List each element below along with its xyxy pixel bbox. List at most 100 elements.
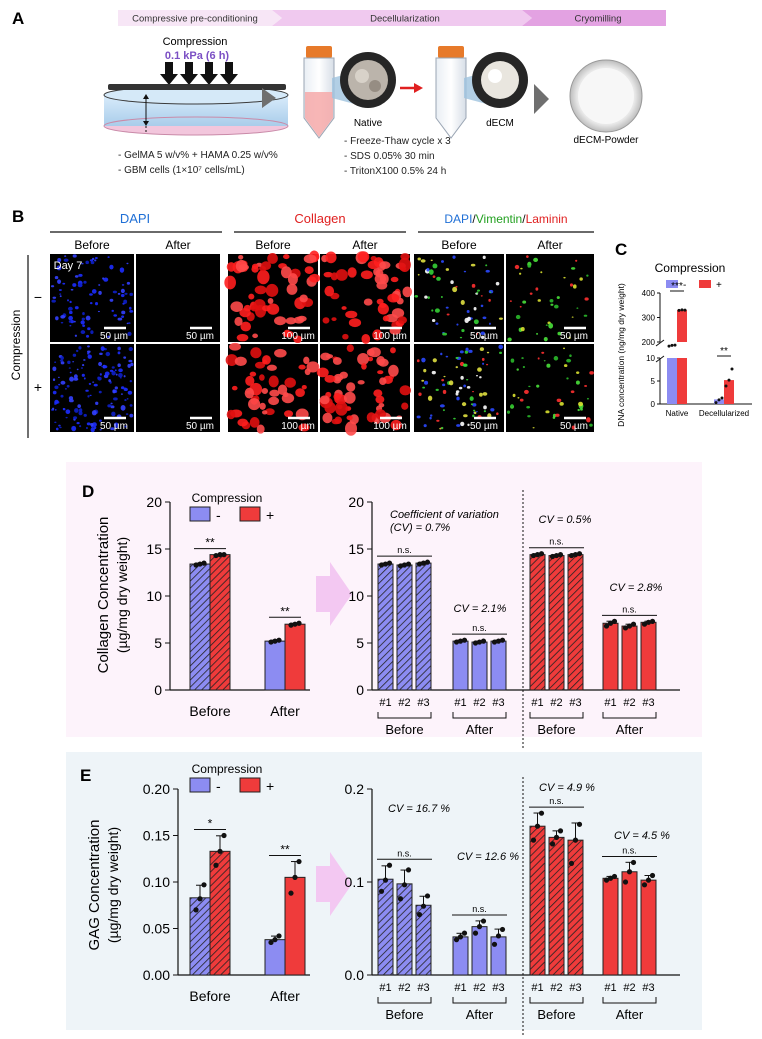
cell-dot: [390, 276, 399, 283]
cell-dot: [576, 371, 580, 374]
cell-dot: [589, 423, 593, 427]
cell-dot: [262, 305, 271, 312]
cell-dot: [98, 361, 103, 367]
cell-dot: [378, 358, 389, 367]
cell-dot: [50, 285, 55, 288]
right-group-bracket: [377, 712, 432, 719]
cell-dot: [482, 392, 488, 396]
c-bar: [714, 399, 724, 404]
cell-dot: [472, 414, 475, 418]
cell-dot: [129, 404, 133, 407]
cell-dot: [98, 290, 102, 295]
decm-label: dECM: [486, 118, 514, 129]
right-bar-hatch: [549, 837, 564, 975]
left-ytick-label: 0.05: [143, 921, 170, 937]
cell-dot: [461, 402, 467, 407]
cell-dot: [455, 285, 458, 288]
right-point: [607, 620, 614, 626]
cell-dot: [59, 426, 62, 429]
right-group-label: Before: [385, 1007, 423, 1022]
scale-bar-label: 50 µm: [560, 331, 588, 342]
cell-dot: [341, 306, 347, 310]
cell-dot: [262, 359, 268, 365]
right-point: [622, 625, 629, 631]
right-point: [386, 560, 393, 566]
cell-dot: [282, 330, 294, 338]
cell-dot: [267, 253, 278, 264]
cell-dot: [117, 346, 121, 351]
cell-dot: [324, 401, 336, 414]
left-point: [193, 562, 199, 568]
row-axis-label: Compression: [9, 310, 23, 381]
cell-dot: [76, 368, 79, 371]
cell-dot: [123, 387, 128, 392]
right-point: [378, 888, 385, 894]
cell-dot: [55, 427, 59, 431]
cell-dot: [536, 384, 540, 388]
cell-dot: [57, 279, 62, 284]
cell-dot: [111, 370, 116, 376]
cell-dot: [442, 409, 445, 412]
cell-dot: [489, 291, 492, 293]
scale-bar-label: 50 µm: [470, 421, 498, 432]
cell-dot: [485, 264, 488, 267]
cell-dot: [266, 303, 280, 315]
cell-dot: [417, 273, 420, 276]
cell-dot: [129, 413, 134, 418]
cell-dot: [379, 261, 391, 269]
cell-dot: [240, 321, 252, 332]
cell-dot: [236, 333, 249, 342]
cell-dot: [460, 375, 464, 380]
cell-dot: [387, 293, 400, 303]
right-point: [424, 893, 431, 899]
cell-dot: [261, 410, 268, 415]
cell-dot: [466, 386, 471, 389]
cell-dot: [90, 330, 94, 335]
cell-dot: [333, 373, 344, 382]
right-point: [480, 918, 487, 924]
cell-dot: [265, 283, 279, 297]
left-ytick-label: 0.10: [143, 874, 170, 890]
cell-dot: [111, 366, 115, 369]
cell-dot: [58, 424, 61, 427]
panel-d-label: D: [82, 482, 94, 501]
cell-dot: [379, 377, 387, 385]
c-sig-label: **: [720, 346, 728, 357]
c-legend-plus: +: [716, 280, 722, 291]
cell-dot: [267, 297, 274, 304]
cell-dot: [266, 364, 277, 371]
right-point: [397, 563, 404, 569]
d-legend-swatch-minus: [189, 506, 211, 522]
cell-dot: [546, 363, 551, 368]
cell-dot: [416, 359, 420, 363]
left-point: [292, 874, 298, 880]
cell-dot: [230, 301, 244, 312]
cell-dot: [260, 261, 272, 271]
right-ytick-label: 15: [348, 541, 364, 557]
cell-dot: [117, 317, 123, 321]
cell-dot: [459, 350, 464, 354]
cell-dot: [68, 367, 71, 369]
cell-dot: [423, 424, 427, 428]
c-legend-minus: -: [683, 280, 686, 291]
cell-dot: [335, 401, 348, 416]
right-point: [630, 621, 637, 627]
scale-bar-label: 100 µm: [281, 421, 315, 432]
cell-dot: [472, 391, 474, 393]
right-point: [641, 882, 648, 888]
cell-dot: [60, 314, 66, 319]
cell-dot: [81, 364, 85, 367]
cell-dot: [420, 259, 426, 263]
right-point: [611, 618, 618, 624]
cell-dot: [456, 396, 460, 401]
panel-a-label: A: [12, 9, 24, 28]
right-subcategory-label: #3: [492, 697, 504, 709]
micrograph-r1-c5: 50 µm: [506, 344, 594, 432]
cell-dot: [577, 408, 580, 412]
right-point: [538, 551, 545, 557]
right-subcategory-label: #1: [531, 697, 543, 709]
scale-bar-label: 50 µm: [186, 421, 214, 432]
cell-dot: [583, 314, 588, 317]
left-ytick-label: 0.15: [143, 828, 170, 844]
